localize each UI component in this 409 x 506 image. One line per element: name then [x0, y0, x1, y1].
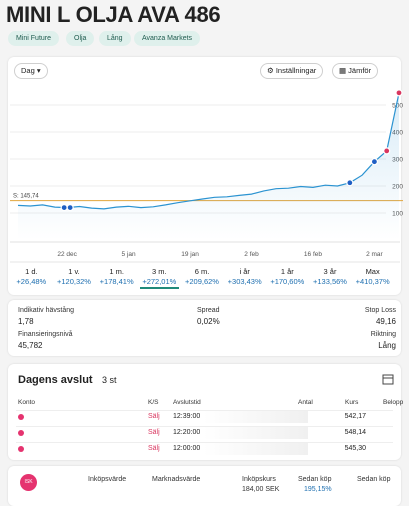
selected-underline	[140, 287, 179, 289]
column-header: Konto	[18, 399, 35, 406]
chart-card	[8, 57, 401, 295]
detail-value: 49,16	[375, 317, 396, 326]
period-change[interactable]: +209,62%	[184, 277, 219, 286]
detail-label: Riktning	[370, 331, 396, 338]
details-card	[8, 300, 401, 356]
x-tick-label: 2 mar	[366, 251, 383, 258]
compare-button[interactable]: ▦ Jämför	[332, 63, 379, 79]
compare-label: Jämför	[348, 66, 372, 75]
tag[interactable]: Lång	[99, 31, 131, 46]
price-line	[17, 92, 400, 210]
area	[18, 92, 399, 241]
trade-marker	[66, 204, 74, 212]
trade-price: 548,14	[344, 429, 366, 436]
trade-time: 12:39:00	[173, 413, 201, 420]
period-label[interactable]: 1 år	[280, 267, 294, 276]
trade-marker	[60, 204, 68, 212]
period-label[interactable]: 3 m.	[152, 267, 167, 276]
trade-side: Sälj	[148, 413, 160, 420]
period-change[interactable]: +120,32%	[56, 277, 91, 286]
detail-value: 1,78	[18, 317, 34, 326]
x-tick-label: 5 jan	[122, 251, 136, 258]
period-label[interactable]: 1 m.	[109, 267, 124, 276]
period-change[interactable]: +170,60%	[270, 277, 305, 286]
trade-marker	[346, 179, 354, 187]
period-label[interactable]: 6 m.	[194, 267, 210, 276]
column-header: Avslutstid	[173, 399, 201, 406]
detail-label: Indikativ hävstång	[18, 307, 75, 314]
settings-label: Inställningar	[275, 66, 317, 75]
column-header: Kurs	[345, 399, 359, 406]
detail-value: 45,782	[18, 341, 43, 350]
detail-label: Spread	[197, 307, 220, 314]
account-dot	[18, 414, 24, 420]
x-tick-label: 22 dec	[57, 251, 77, 258]
trade-marker	[370, 158, 379, 166]
position-header: Marknadsvärde	[152, 476, 201, 483]
trade-marker	[395, 89, 403, 97]
column-header: Belopp	[383, 399, 404, 406]
hidden-quantity	[203, 443, 308, 455]
trade-price: 545,30	[344, 445, 366, 452]
trade-side: Sälj	[148, 429, 160, 436]
period-label[interactable]: i år	[239, 267, 250, 276]
detail-label: Finansieringsnivå	[18, 331, 73, 338]
purchase-price: 184,00 SEK	[242, 486, 280, 493]
trade-time: 12:20:00	[173, 429, 201, 436]
column-header: Antal	[298, 399, 313, 406]
trades-title: Dagens avslut	[18, 374, 93, 386]
period-tabs: 1 d. +26,48% 1 v. +120,32% 1 m. +178,41% 3 m. +…	[10, 265, 394, 291]
x-tick-label: 19 jan	[181, 251, 199, 258]
period-label[interactable]: 3 år	[323, 267, 337, 276]
position-header: Sedan köp	[298, 476, 332, 483]
period-change[interactable]: +26,48%	[16, 277, 47, 286]
period-change[interactable]: +178,41%	[99, 277, 134, 286]
tag[interactable]: Olja	[66, 31, 95, 46]
row-separator	[16, 426, 393, 427]
row-separator	[16, 410, 393, 411]
position-header: Inköpskurs	[242, 476, 276, 483]
period-change[interactable]: +410,37%	[355, 277, 390, 286]
row-separator	[16, 442, 393, 443]
position-header: Sedan köp	[357, 476, 391, 483]
x-tick-label: 2 feb	[244, 251, 259, 258]
calendar-icon[interactable]	[382, 373, 394, 385]
since-purchase: 195,15%	[304, 486, 332, 493]
trade-price: 542,17	[344, 413, 366, 420]
trades-table: Konto K/S Avslutstid Antal Kurs Belopp Sälj 12:…	[8, 396, 404, 460]
detail-label: Stop Loss	[364, 307, 396, 314]
trade-marker	[383, 147, 391, 155]
tag[interactable]: Avanza Markets	[134, 31, 201, 46]
period-change[interactable]: +133,56%	[312, 277, 347, 286]
hidden-quantity	[203, 427, 308, 439]
trade-side: Sälj	[148, 445, 160, 452]
account-badge: ISK	[20, 474, 37, 491]
page-title: MINI L OLJA AVA 486	[6, 2, 221, 27]
trades-count: 3 st	[102, 375, 117, 385]
account-dot	[18, 430, 24, 436]
tag[interactable]: Mini Future	[8, 31, 60, 46]
period-change[interactable]: +272,01%	[142, 277, 177, 286]
period-label[interactable]: 1 v.	[68, 267, 80, 276]
position-card	[8, 466, 401, 506]
period-select-label: Dag	[21, 66, 35, 75]
detail-value: Lång	[378, 341, 396, 350]
period-change[interactable]: +303,43%	[227, 277, 262, 286]
position-header: Inköpsvärde	[88, 476, 127, 483]
hidden-quantity	[203, 411, 308, 423]
period-label[interactable]: Max	[365, 267, 380, 276]
x-tick-label: 16 feb	[304, 251, 322, 258]
account-dot	[18, 446, 24, 452]
period-select[interactable]: Dag ▾	[14, 63, 48, 79]
settings-button[interactable]: ⚙ Inställningar	[260, 63, 324, 79]
period-label[interactable]: 1 d.	[25, 267, 38, 276]
column-header: K/S	[148, 399, 159, 406]
detail-value: 0,02%	[197, 317, 220, 326]
trade-time: 12:00:00	[173, 445, 201, 452]
reference-label: S: 145,74	[13, 194, 39, 200]
